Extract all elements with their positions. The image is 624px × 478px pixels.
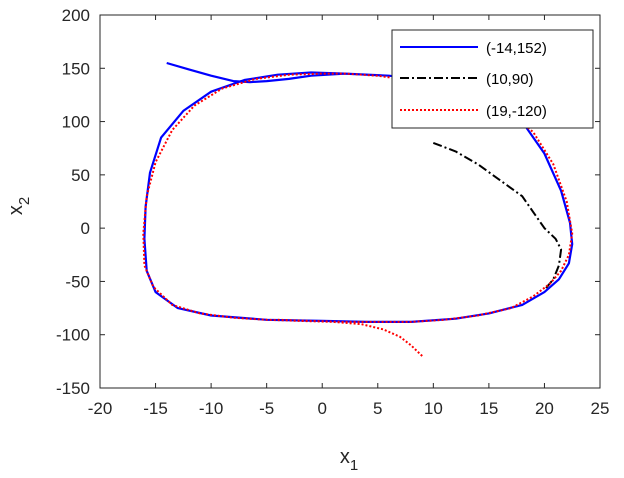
legend-label-0: (-14,152) (486, 40, 547, 57)
series-layer (142, 61, 574, 357)
y-axis-label-main: x (5, 205, 27, 215)
series-line-1 (432, 141, 563, 291)
x-tick-label: 25 (591, 399, 610, 418)
ticks-layer: -20 -15 -10 -5 0 5 10 15 20 25-150-100-5005010015… (56, 6, 609, 418)
series-line-0 (143, 61, 574, 323)
legend: (-14,152) (10,90) (19,-120) (391, 29, 594, 129)
plot-frame (99, 14, 601, 389)
x-axis-label: x1 (340, 446, 358, 474)
series-line-2 (142, 72, 574, 357)
y-axis-label-sub: 2 (16, 197, 33, 205)
y-tick-label: 50 (71, 166, 90, 185)
y-tick-label: 0 (81, 219, 90, 238)
x-tick-label: 15 (479, 399, 498, 418)
y-tick-label: -50 (65, 272, 90, 291)
x-tick-label: 0 (317, 399, 326, 418)
y-tick-label: 100 (62, 113, 90, 132)
y-tick-label: 200 (62, 6, 90, 25)
x-tick-label: -5 (259, 399, 274, 418)
x-tick-label: -10 (199, 399, 224, 418)
y-tick-label: -100 (56, 326, 90, 345)
x-tick-label: 5 (373, 399, 382, 418)
y-tick-label: 150 (62, 59, 90, 78)
x-tick-label: -15 (143, 399, 168, 418)
x-axis-label-sub: 1 (350, 457, 358, 474)
x-tick-label: -20 (88, 399, 113, 418)
x-axis-label-main: x (340, 446, 350, 468)
legend-label-2: (19,-120) (486, 103, 547, 120)
x-tick-label: 10 (424, 399, 443, 418)
y-tick-label: -150 (56, 379, 90, 398)
legend-label-1: (10,90) (486, 71, 534, 88)
x-tick-label: 20 (535, 399, 554, 418)
y-axis-label: x2 (5, 197, 33, 215)
